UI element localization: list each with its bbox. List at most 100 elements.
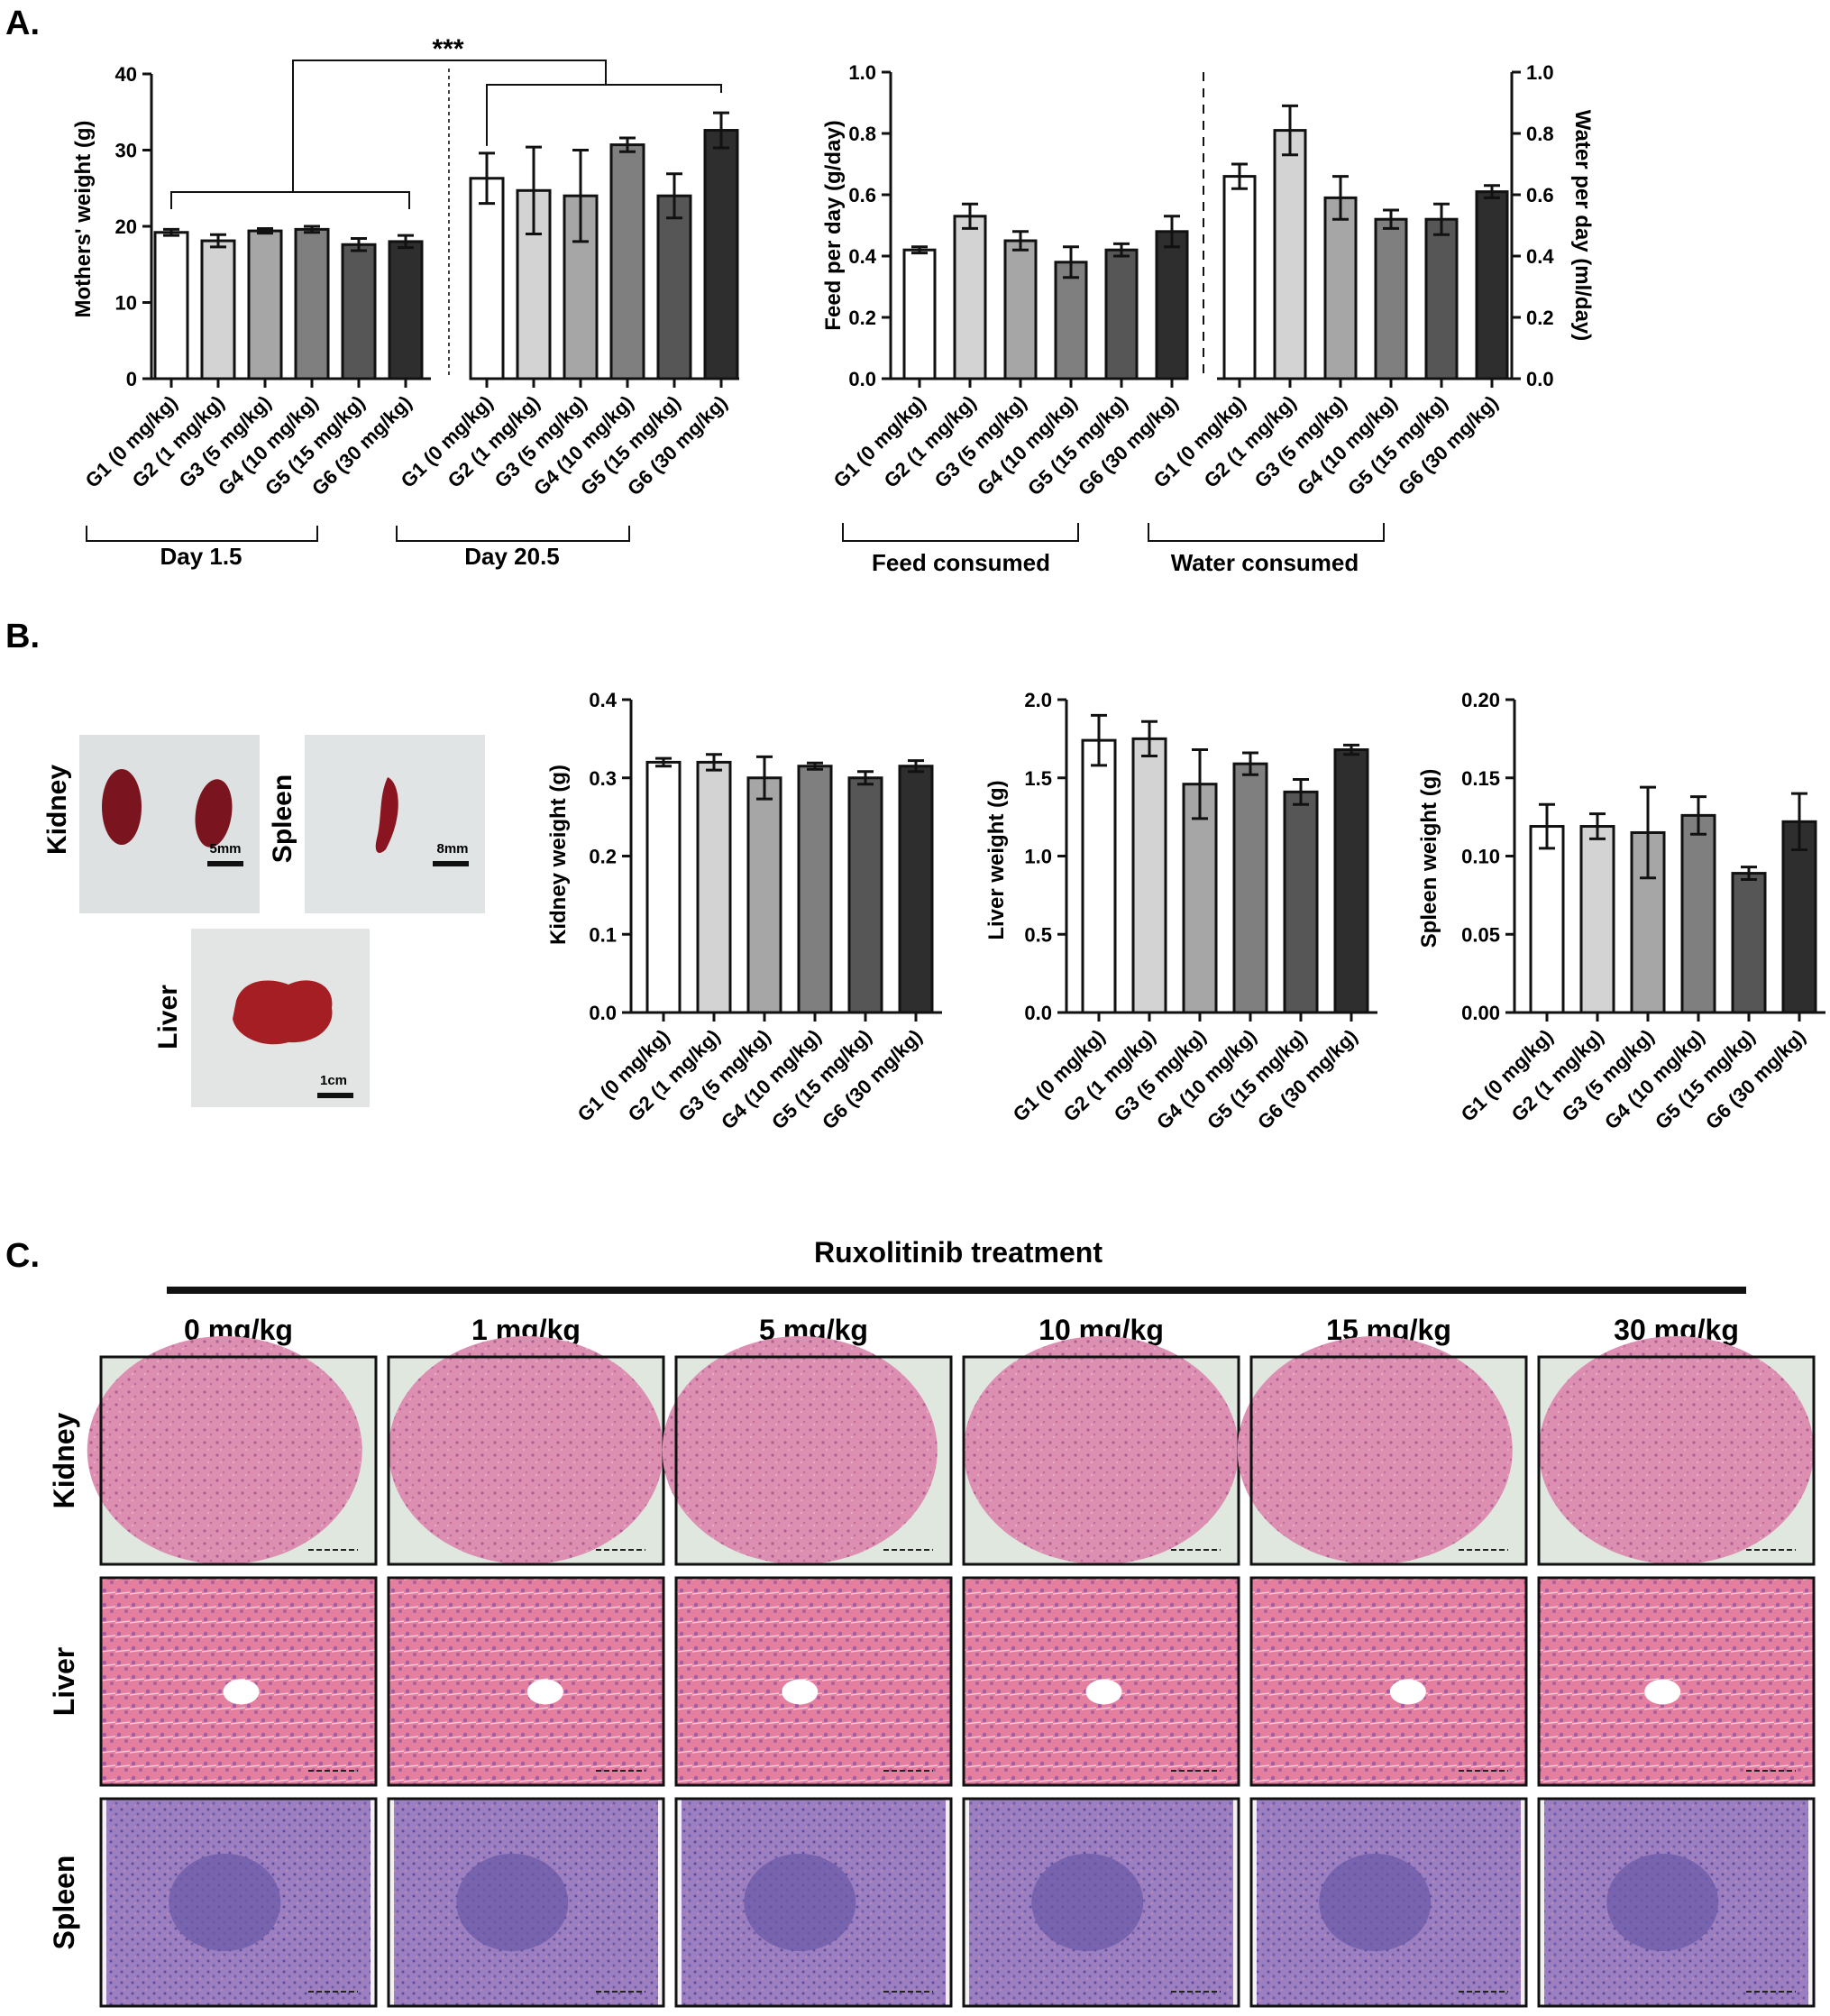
bar bbox=[1374, 217, 1408, 380]
y-tick-label: 0.8 bbox=[1526, 123, 1554, 145]
y-axis-title: Liver weight (g) bbox=[984, 780, 1009, 939]
kidney-scale-text: 5mm bbox=[209, 841, 241, 857]
y-axis-title: Kidney weight (g) bbox=[546, 765, 571, 945]
histology-frame bbox=[99, 1576, 378, 1787]
bar bbox=[1081, 738, 1117, 1014]
panel-label-c: C. bbox=[5, 1237, 40, 1275]
bar bbox=[746, 776, 782, 1014]
histology-frame bbox=[674, 1355, 953, 1566]
row-label: Liver bbox=[48, 1647, 80, 1716]
bar bbox=[898, 765, 934, 1014]
white-pulp bbox=[1606, 1854, 1719, 1951]
bar bbox=[1283, 790, 1319, 1014]
kidney-specimen-left bbox=[102, 769, 142, 845]
bar bbox=[1273, 129, 1307, 380]
histology-frame bbox=[1537, 1797, 1816, 2008]
bar bbox=[1131, 737, 1167, 1014]
y-tick-label: 0.0 bbox=[1024, 1002, 1052, 1024]
y-tick-label: 10 bbox=[115, 292, 137, 315]
mothers-weight-chart: Mothers' weight (g) *** Day 1.5 Day 20.5… bbox=[71, 34, 739, 570]
liver-section bbox=[389, 1578, 663, 1785]
feed-water-chart: Feed per day (g/day) Water per day (ml/d… bbox=[821, 61, 1595, 576]
bar bbox=[341, 243, 377, 380]
row-label: Kidney bbox=[48, 1412, 80, 1508]
liver-specimen bbox=[233, 980, 333, 1045]
spleen-weight-chart: Spleen weight (g) 0.000.050.100.150.20G1… bbox=[1417, 689, 1825, 1133]
kidney-section bbox=[389, 1336, 663, 1564]
y-tick-label: 0.4 bbox=[848, 245, 876, 268]
y-tick-label: 1.0 bbox=[848, 61, 876, 84]
bar bbox=[656, 194, 692, 380]
bracket-day1 bbox=[170, 191, 410, 209]
spleen-photo-label: Spleen bbox=[268, 774, 297, 863]
liver-scale-text: 1cm bbox=[320, 1073, 347, 1088]
histology-frame bbox=[99, 1355, 378, 1566]
histology-frame bbox=[1249, 1355, 1528, 1566]
day-label-2: Day 20.5 bbox=[464, 543, 560, 570]
histology-frame bbox=[962, 1797, 1240, 2008]
histology-frame bbox=[1537, 1576, 1816, 1787]
kidney-section bbox=[964, 1336, 1239, 1564]
central-vein bbox=[1085, 1679, 1122, 1705]
central-vein bbox=[1644, 1679, 1681, 1705]
histology-frame bbox=[962, 1576, 1240, 1787]
y-tick-label: 0.15 bbox=[1461, 767, 1500, 790]
bar bbox=[1155, 230, 1189, 380]
histology-frame bbox=[1249, 1797, 1528, 2008]
bar bbox=[1222, 175, 1257, 380]
y-tick-label: 1.5 bbox=[1024, 767, 1052, 790]
y-tick-label: 0.05 bbox=[1461, 923, 1500, 946]
y-tick-label: 0.0 bbox=[848, 368, 876, 390]
section-label-feed: Feed consumed bbox=[872, 549, 1050, 576]
bar bbox=[645, 760, 682, 1014]
section-bracket-water bbox=[1148, 523, 1385, 542]
central-vein bbox=[1389, 1679, 1426, 1705]
bar bbox=[247, 229, 283, 380]
bar bbox=[1680, 813, 1716, 1014]
y-tick-label: 0.6 bbox=[848, 184, 876, 206]
y-tick-label: 0.00 bbox=[1461, 1002, 1500, 1024]
histology-frame bbox=[1537, 1355, 1816, 1566]
bar bbox=[1333, 748, 1369, 1014]
bar bbox=[847, 776, 883, 1014]
y-axis-title-right: Water per day (ml/day) bbox=[1570, 110, 1595, 342]
day-bracket-1 bbox=[86, 526, 318, 542]
bar bbox=[1731, 872, 1767, 1014]
bar bbox=[1003, 239, 1038, 380]
y-tick-label: 0.4 bbox=[589, 689, 617, 711]
bar bbox=[1579, 825, 1615, 1014]
y-axis-title: Mothers' weight (g) bbox=[71, 120, 96, 317]
liver-weight-chart: Liver weight (g) 0.00.51.01.52.0G1 (0 mg… bbox=[984, 689, 1377, 1133]
liver-section bbox=[1539, 1578, 1814, 1785]
y-tick-label: 0.2 bbox=[1526, 307, 1554, 329]
histology-frame bbox=[99, 1797, 378, 2008]
bar bbox=[153, 231, 189, 380]
row-label: Spleen bbox=[48, 1856, 80, 1950]
histology-grid: Ruxolitinib treatment 0 mg/kg 1 mg/kg 5 mg… bbox=[48, 1236, 1816, 2008]
y-tick-label: 0.5 bbox=[1024, 923, 1052, 946]
day-bracket-2 bbox=[396, 526, 630, 542]
y-tick-label: 0.4 bbox=[1526, 245, 1554, 268]
y-axis-title: Spleen weight (g) bbox=[1417, 769, 1441, 948]
white-pulp bbox=[456, 1854, 569, 1951]
bar bbox=[609, 143, 645, 380]
significance-label: *** bbox=[432, 34, 463, 64]
bar bbox=[696, 760, 732, 1014]
white-pulp bbox=[1031, 1854, 1144, 1951]
y-tick-label: 0.20 bbox=[1461, 689, 1500, 711]
spleen-specimen bbox=[375, 777, 398, 853]
y-tick-label: 0 bbox=[126, 368, 137, 390]
y-tick-label: 0.2 bbox=[848, 307, 876, 329]
y-tick-label: 20 bbox=[115, 215, 137, 238]
bar bbox=[1475, 190, 1509, 380]
bar bbox=[1232, 762, 1268, 1014]
kidney-section bbox=[662, 1336, 938, 1564]
bar bbox=[1424, 217, 1459, 380]
y-tick-label: 0.3 bbox=[589, 767, 617, 790]
y-tick-label: 0.2 bbox=[589, 846, 617, 868]
bar bbox=[200, 239, 236, 380]
y-tick-label: 0.1 bbox=[589, 923, 617, 946]
liver-section bbox=[676, 1578, 951, 1785]
bracket-day20 bbox=[486, 84, 722, 146]
